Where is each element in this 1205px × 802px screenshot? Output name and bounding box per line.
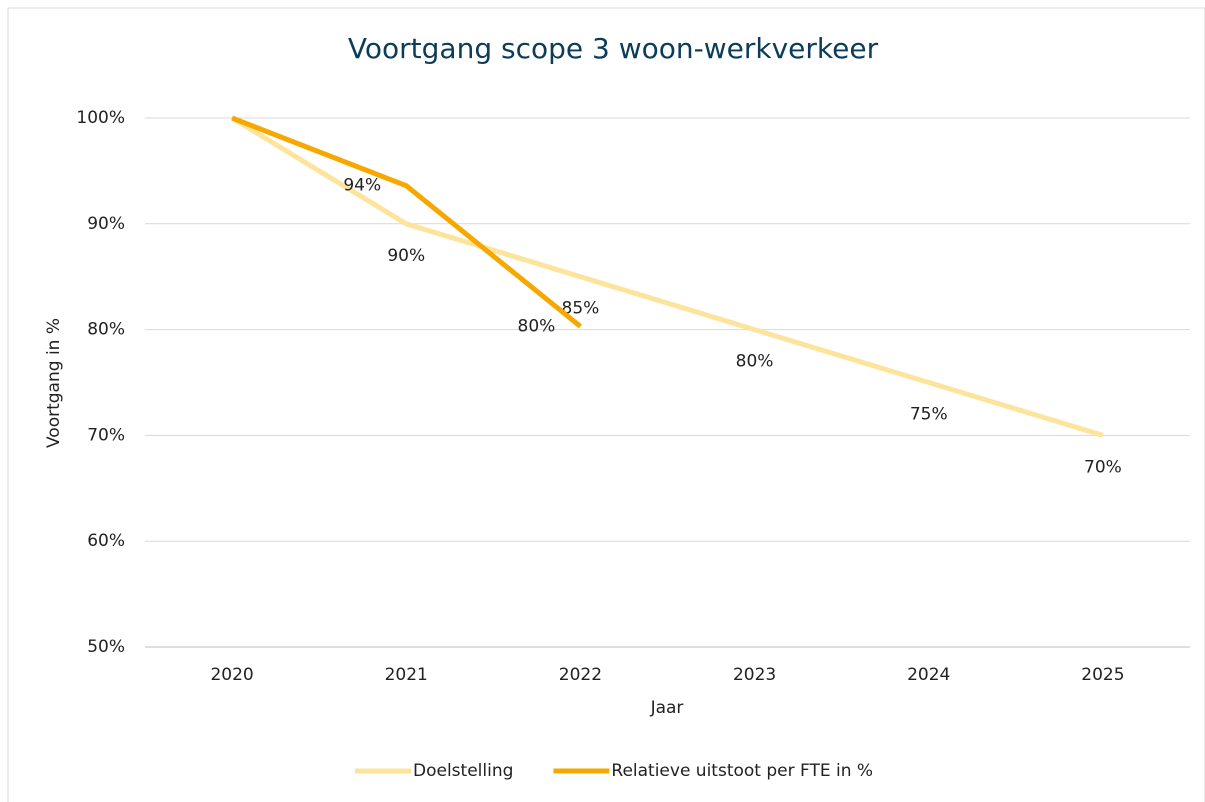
x-tick-label: 2022 [559, 665, 602, 685]
legend-label: Relatieve uitstoot per FTE in % [611, 761, 873, 781]
x-tick-label: 2025 [1081, 665, 1124, 685]
legend-label: Doelstelling [413, 761, 513, 781]
y-tick-label: 100% [76, 108, 125, 128]
data-label: 80% [518, 316, 556, 336]
y-tick-label: 50% [87, 637, 125, 657]
y-axis-label: Voortgang in % [44, 318, 64, 448]
x-tick-label: 2024 [907, 665, 950, 685]
x-tick-label: 2020 [210, 665, 253, 685]
data-label: 90% [387, 246, 425, 266]
x-axis-label: Jaar [650, 698, 684, 718]
data-label: 70% [1084, 457, 1122, 477]
y-tick-label: 60% [87, 531, 125, 551]
y-tick-label: 70% [87, 425, 125, 445]
series-line [230, 115, 1104, 438]
data-label: 80% [736, 352, 774, 372]
series-line [231, 115, 582, 329]
y-tick-label: 90% [87, 214, 125, 234]
y-tick-label: 80% [87, 320, 125, 340]
chart-title: Voortgang scope 3 woon-werkverkeer [348, 32, 879, 65]
data-label: 75% [910, 405, 948, 425]
x-tick-label: 2021 [385, 665, 428, 685]
data-label: 94% [343, 176, 381, 196]
chart-border [7, 7, 1205, 802]
data-label: 85% [562, 299, 600, 319]
x-tick-label: 2023 [733, 665, 776, 685]
